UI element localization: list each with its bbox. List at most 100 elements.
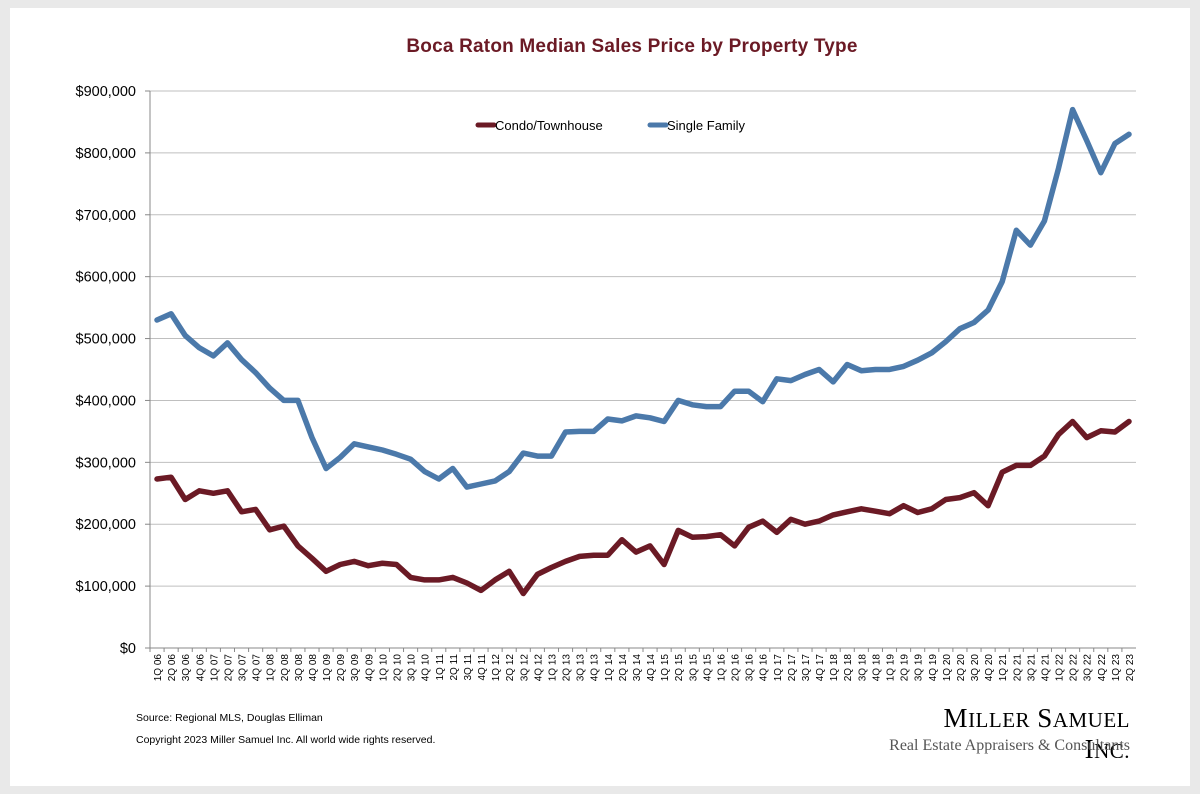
x-tick-label: 3Q 17 <box>801 654 812 682</box>
x-axis-tick-labels: 1Q 06 2Q 06 3Q 06 4Q 06 1Q 07 2Q 07 3Q 07 4Q 07… <box>149 648 1136 682</box>
y-axis-tick-labels: $0 $100,000 $200,000 $300,000 $400,000 $500,0… <box>76 84 136 657</box>
x-tick-label: 1Q 15 <box>660 654 671 682</box>
x-tick-label: 2Q 22 <box>1069 654 1080 682</box>
x-tick-label: 3Q 11 <box>463 654 474 681</box>
x-tick-label: 3Q 08 <box>294 654 305 682</box>
x-tick-label: 1Q 22 <box>1055 654 1066 682</box>
x-tick-label: 3Q 06 <box>181 654 192 682</box>
x-tick-label: 4Q 17 <box>815 654 826 682</box>
x-tick-label: 2Q 19 <box>900 654 911 682</box>
x-tick-label: 4Q 12 <box>533 654 544 682</box>
x-tick-label: 2Q 21 <box>1012 654 1023 682</box>
x-tick-label: 1Q 10 <box>378 654 389 682</box>
x-tick-label: 3Q 19 <box>914 654 925 682</box>
x-tick-label: 4Q 08 <box>308 654 319 682</box>
x-tick-label: 2Q 13 <box>562 654 573 682</box>
x-tick-label: 1Q 19 <box>886 654 897 682</box>
x-tick-label: 1Q 07 <box>209 654 220 682</box>
legend-label-condo-townhouse: Condo/Townhouse <box>495 118 603 133</box>
x-tick-label: 4Q 22 <box>1097 654 1108 682</box>
x-tick-label: 1Q 21 <box>998 654 1009 682</box>
x-tick-label: 2Q 06 <box>167 654 178 682</box>
y-tick-label: $800,000 <box>76 146 136 162</box>
y-tick-label: $300,000 <box>76 455 136 471</box>
logo-letters: AMUEL <box>1052 708 1130 732</box>
logo-letter: S <box>1037 703 1053 733</box>
x-tick-label: 2Q 07 <box>223 654 234 682</box>
x-tick-label: 1Q 17 <box>773 654 784 682</box>
logo-letters: NC. <box>1094 739 1130 763</box>
x-tick-label: 2Q 08 <box>280 654 291 682</box>
x-tick-label: 1Q 23 <box>1111 654 1122 682</box>
grid-lines <box>145 90 1136 649</box>
x-tick-label: 3Q 22 <box>1083 654 1094 682</box>
x-tick-label: 3Q 12 <box>519 654 530 682</box>
x-tick-label: 2Q 23 <box>1125 654 1136 682</box>
x-tick-label: 1Q 14 <box>604 654 615 682</box>
x-tick-label: 1Q 06 <box>153 654 164 682</box>
x-tick-label: 4Q 14 <box>646 654 657 682</box>
source-note: Source: Regional MLS, Douglas Elliman <box>136 712 323 724</box>
x-tick-label: 1Q 11 <box>435 654 446 681</box>
y-tick-label: $400,000 <box>76 393 136 409</box>
legend: Condo/Townhouse Single Family <box>475 118 746 133</box>
x-tick-label: 2Q 15 <box>674 654 685 682</box>
x-tick-label: 2Q 11 <box>449 654 460 681</box>
x-tick-label: 2Q 16 <box>731 654 742 682</box>
legend-label-single-family: Single Family <box>667 118 746 133</box>
series-line-condo-townhouse <box>154 418 1132 597</box>
x-tick-label: 3Q 20 <box>970 654 981 682</box>
x-tick-label: 2Q 17 <box>787 654 798 682</box>
x-tick-label: 1Q 16 <box>716 654 727 682</box>
x-tick-label: 2Q 20 <box>956 654 967 682</box>
series-lines <box>154 106 1132 597</box>
x-tick-label: 4Q 16 <box>759 654 770 682</box>
series-line-single-family <box>154 106 1132 490</box>
y-tick-label: $200,000 <box>76 517 136 533</box>
x-tick-label: 4Q 09 <box>364 654 375 682</box>
x-tick-label: 3Q 09 <box>350 654 361 682</box>
x-tick-label: 4Q 13 <box>590 654 601 682</box>
x-tick-label: 2Q 09 <box>336 654 347 682</box>
y-tick-label: $600,000 <box>76 270 136 286</box>
x-tick-label: 1Q 09 <box>322 654 333 682</box>
x-tick-label: 3Q 15 <box>688 654 699 682</box>
x-tick-label: 1Q 13 <box>547 654 558 682</box>
x-tick-label: 2Q 12 <box>505 654 516 682</box>
y-tick-label: $100,000 <box>76 579 136 595</box>
x-tick-label: 2Q 18 <box>843 654 854 682</box>
y-tick-label: $500,000 <box>76 332 136 348</box>
x-tick-label: 4Q 07 <box>252 654 263 682</box>
x-tick-label: 1Q 08 <box>266 654 277 682</box>
company-tagline: Real Estate Appraisers & Consultants <box>889 737 1130 754</box>
x-tick-label: 4Q 19 <box>928 654 939 682</box>
x-tick-label: 3Q 16 <box>745 654 756 682</box>
chart-card <box>10 8 1190 786</box>
x-tick-label: 2Q 10 <box>393 654 404 682</box>
logo-letter: M <box>943 703 969 733</box>
logo-letters: ILLER <box>968 708 1031 732</box>
copyright-note: Copyright 2023 Miller Samuel Inc. All wo… <box>136 734 436 746</box>
x-tick-label: 3Q 21 <box>1026 654 1037 682</box>
y-tick-label: $700,000 <box>76 208 136 224</box>
x-tick-label: 2Q 14 <box>618 654 629 682</box>
x-tick-label: 4Q 06 <box>195 654 206 682</box>
x-tick-label: 1Q 18 <box>829 654 840 682</box>
x-tick-label: 3Q 10 <box>407 654 418 682</box>
x-tick-label: 4Q 10 <box>421 654 432 682</box>
x-tick-label: 3Q 07 <box>238 654 249 682</box>
y-tick-label: $0 <box>120 641 136 657</box>
x-tick-label: 4Q 20 <box>984 654 995 682</box>
x-tick-label: 1Q 12 <box>491 654 502 682</box>
x-tick-label: 3Q 18 <box>857 654 868 682</box>
chart-title: Boca Raton Median Sales Price by Propert… <box>406 36 858 57</box>
company-logo: MILLER SAMUEL INC. <box>894 703 1130 765</box>
x-tick-label: 4Q 21 <box>1040 654 1051 682</box>
y-tick-label: $900,000 <box>76 84 136 100</box>
x-tick-label: 3Q 13 <box>576 654 587 682</box>
x-tick-label: 1Q 20 <box>942 654 953 682</box>
logo-letter: I <box>1084 734 1095 764</box>
x-tick-label: 4Q 18 <box>871 654 882 682</box>
x-tick-label: 4Q 15 <box>702 654 713 682</box>
